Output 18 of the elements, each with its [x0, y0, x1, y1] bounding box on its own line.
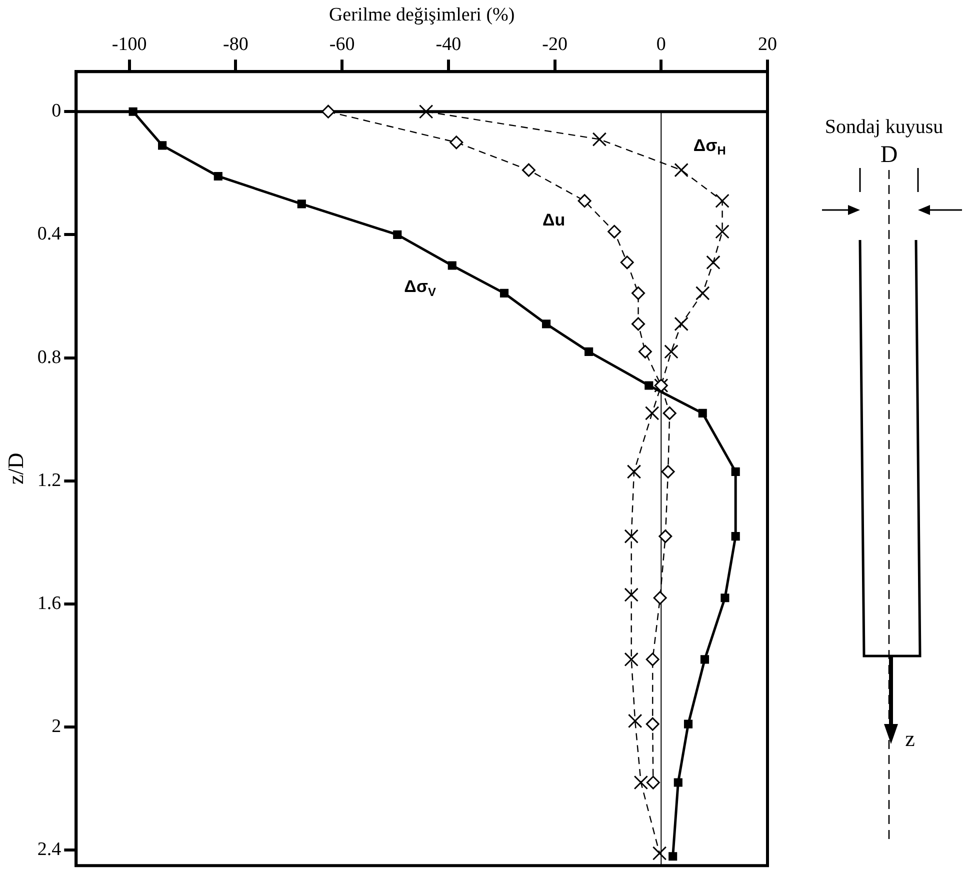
x-axis-title: Gerilme değişimleri (%) — [328, 4, 515, 26]
x-tick-label: 0 — [656, 34, 666, 56]
y-tick-label: 0.8 — [37, 346, 62, 368]
y-tick-label: 1.6 — [37, 592, 62, 614]
y-tick-label: 1.2 — [37, 470, 62, 491]
x-tick-label: -20 — [542, 34, 568, 56]
y-tick-label: 2 — [52, 716, 62, 738]
series-label: Δu — [542, 210, 566, 230]
x-tick-label: -100 — [112, 34, 147, 56]
y-tick-label: 0 — [52, 100, 62, 122]
y-tick-label: 0.4 — [37, 224, 62, 245]
x-tick-label: -80 — [223, 34, 248, 56]
x-tick-label: 20 — [758, 34, 777, 56]
y-tick-label: 2.4 — [37, 839, 62, 860]
borehole-diagram: Sondaj kuyusu D z — [780, 100, 974, 860]
x-tick-label: -60 — [329, 34, 355, 56]
y-axis-title: z/D — [2, 452, 28, 484]
x-tick-label: -40 — [436, 34, 462, 56]
